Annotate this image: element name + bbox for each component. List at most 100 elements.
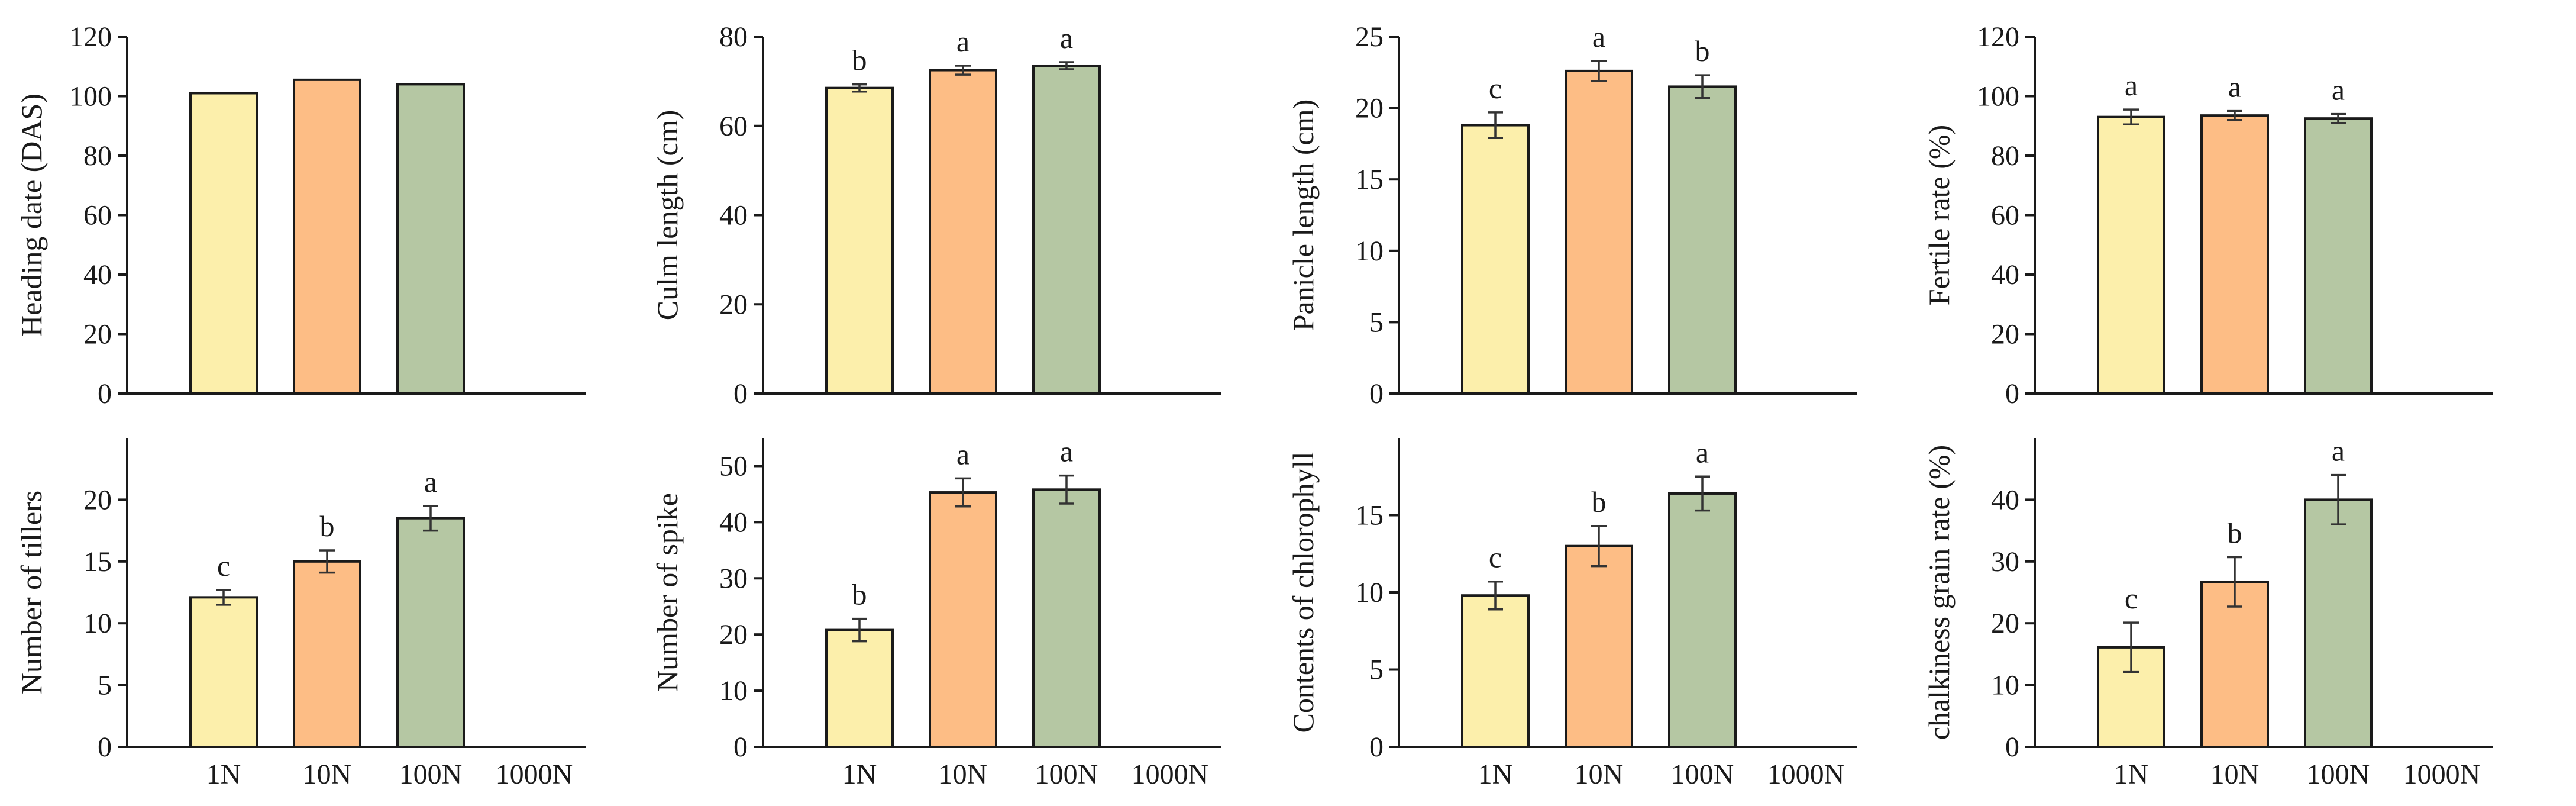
y-tick-label: 15 — [83, 546, 112, 578]
significance-letter: c — [1489, 72, 1502, 105]
y-tick-label: 20 — [719, 619, 748, 650]
y-tick-label: 20 — [1355, 93, 1384, 124]
x-tick-label: 1N — [1478, 759, 1513, 790]
y-tick-label: 50 — [719, 450, 748, 482]
y-tick-label: 60 — [1991, 200, 2019, 231]
bar-1N — [2097, 115, 2165, 395]
y-axis-label: Fertile rate (%) — [1922, 125, 1956, 305]
x-tick-label: 1000N — [2403, 759, 2481, 790]
bar-100N — [2304, 498, 2373, 749]
y-tick-label: 10 — [719, 675, 748, 707]
bar-100N — [1668, 85, 1737, 395]
significance-letter: a — [956, 437, 969, 470]
bar-100N — [2304, 117, 2373, 395]
chart-panel-bottom-3: 0 5 10 15 Contents of chlorophyll c 1N b 10N a 100… — [1287, 436, 1857, 790]
y-tick-label: 100 — [69, 81, 112, 112]
significance-letter: c — [2125, 582, 2138, 615]
y-tick-label: 30 — [719, 563, 748, 594]
chart-panel-bottom-2: 0 10 20 30 40 50 Number of spike b 1N a 10N a 100N 10… — [651, 435, 1221, 790]
y-tick-label: 40 — [1991, 259, 2019, 291]
bar-100N — [396, 517, 465, 748]
x-tick-label: 1N — [842, 759, 877, 790]
x-tick-label: 10N — [303, 759, 352, 790]
bar-10N — [1565, 544, 1633, 748]
y-tick-label: 120 — [1977, 21, 2019, 53]
significance-letter: b — [1592, 485, 1607, 518]
y-tick-label: 30 — [1991, 546, 2019, 578]
significance-letter: a — [424, 465, 437, 498]
significance-letter: b — [852, 44, 867, 77]
y-tick-label: 80 — [1991, 140, 2019, 172]
bar-10N — [929, 69, 997, 395]
y-tick-label: 5 — [1369, 655, 1384, 686]
y-tick-label: 10 — [1355, 236, 1384, 267]
bar-1N — [189, 596, 258, 748]
chart-panel-bottom-4: 0 10 20 30 40 chalkiness grain rate (%) c 1N b 10… — [1922, 434, 2493, 790]
y-tick-label: 10 — [83, 608, 112, 639]
y-tick-label: 25 — [1355, 21, 1384, 53]
y-tick-label: 10 — [1355, 577, 1384, 608]
y-tick-label: 20 — [1991, 319, 2019, 350]
x-tick-label: 1000N — [1132, 759, 1209, 790]
y-tick-label: 0 — [2005, 731, 2019, 763]
y-tick-label: 40 — [719, 507, 748, 538]
y-tick-label: 0 — [98, 731, 112, 763]
significance-letter: c — [217, 549, 230, 582]
y-axis-label: Heading date (DAS) — [15, 94, 48, 337]
y-tick-label: 0 — [733, 731, 748, 763]
significance-letter: b — [1695, 34, 1710, 67]
significance-letter: a — [2228, 70, 2241, 104]
y-axis-label: Number of spike — [651, 493, 684, 692]
y-tick-label: 0 — [733, 378, 748, 410]
bar-10N — [929, 491, 997, 748]
y-tick-label: 20 — [719, 289, 748, 320]
x-tick-label: 1N — [206, 759, 241, 790]
bar-10N — [293, 78, 361, 395]
significance-letter: a — [1060, 21, 1073, 54]
bar-10N — [293, 560, 361, 748]
significance-letter: a — [1592, 20, 1605, 53]
y-tick-label: 120 — [69, 21, 112, 53]
bar-100N — [1668, 492, 1737, 749]
y-tick-label: 80 — [719, 21, 748, 53]
bar-100N — [1032, 64, 1101, 395]
y-tick-label: 10 — [1991, 670, 2019, 701]
y-tick-label: 60 — [719, 111, 748, 142]
y-tick-label: 40 — [719, 200, 748, 231]
significance-letter: b — [2228, 516, 2242, 549]
y-tick-label: 20 — [83, 484, 112, 515]
chart-panel-top-3: 0 5 10 15 20 25 Panicle length (cm) c a b — [1287, 20, 1857, 410]
bar-10N — [1565, 69, 1633, 395]
y-tick-label: 40 — [83, 259, 112, 291]
significance-letter: a — [2332, 73, 2345, 107]
y-tick-label: 20 — [83, 319, 112, 350]
x-tick-label: 100N — [1035, 759, 1098, 790]
x-tick-label: 100N — [2307, 759, 2370, 790]
y-tick-label: 20 — [1991, 608, 2019, 639]
significance-letter: a — [1060, 435, 1073, 468]
y-tick-label: 60 — [83, 200, 112, 231]
significance-letter: a — [1696, 436, 1709, 469]
bar-100N — [1032, 488, 1101, 748]
bar-100N — [396, 83, 465, 395]
y-tick-label: 0 — [1369, 731, 1384, 763]
y-axis-label: Panicle length (cm) — [1287, 99, 1320, 331]
y-tick-label: 15 — [1355, 164, 1384, 195]
y-tick-label: 0 — [98, 378, 112, 410]
y-tick-label: 15 — [1355, 500, 1384, 531]
bar-1N — [825, 86, 894, 395]
y-axis-label: chalkiness grain rate (%) — [1922, 445, 1956, 740]
bar-1N — [1461, 124, 1530, 395]
y-tick-label: 5 — [98, 670, 112, 701]
y-axis-label: Number of tillers — [15, 491, 48, 694]
y-axis-label: Culm length (cm) — [651, 110, 684, 321]
chart-panel-top-4: 0 20 40 60 80 100 120 Fertile rate (%) a a a — [1922, 21, 2493, 410]
bar-1N — [825, 628, 894, 749]
x-tick-label: 100N — [399, 759, 463, 790]
significance-letter: a — [2332, 434, 2345, 468]
x-tick-label: 1N — [2114, 759, 2149, 790]
significance-letter: c — [1489, 541, 1502, 574]
bar-1N — [189, 92, 258, 395]
x-tick-label: 10N — [939, 759, 988, 790]
bar-10N — [2200, 581, 2269, 748]
